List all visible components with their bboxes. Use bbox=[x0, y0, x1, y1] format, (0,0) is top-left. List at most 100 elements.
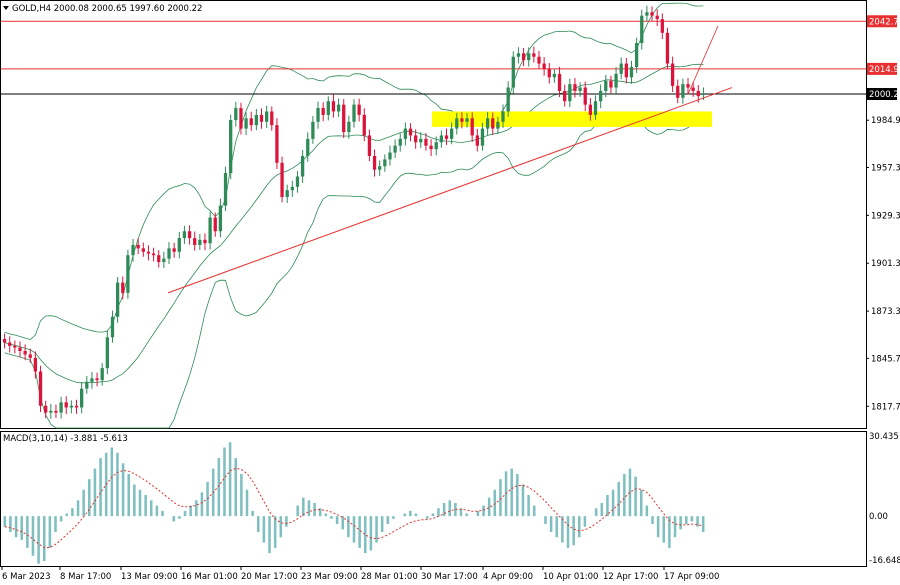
bollinger-bands bbox=[4, 2, 704, 429]
candle-body bbox=[151, 253, 156, 256]
candle-body bbox=[280, 162, 284, 198]
macd-axis: 30.435 0.00 -16.648 bbox=[869, 432, 900, 566]
price-tick-label: 1817.70 bbox=[871, 402, 900, 412]
candle-body bbox=[290, 186, 294, 191]
price-tick-label: 2042.74 bbox=[869, 17, 900, 27]
candle-body bbox=[619, 63, 623, 74]
candle-body bbox=[527, 53, 531, 61]
candle-body bbox=[229, 120, 233, 174]
candle-body bbox=[403, 128, 408, 139]
candle-body bbox=[38, 371, 43, 406]
macd-signal-path bbox=[4, 467, 704, 549]
trendline bbox=[167, 25, 733, 294]
candle-body bbox=[511, 56, 515, 88]
time-axis: 6 Mar 2023 8 Mar 17:00 13 Mar 09:00 16 Mar … bbox=[1, 566, 719, 582]
candle-body bbox=[681, 84, 685, 98]
macd-histogram bbox=[3, 442, 705, 564]
candle-body bbox=[85, 381, 89, 389]
time-tick-label: 16 Mar 01:00 bbox=[181, 572, 238, 582]
candle-body bbox=[33, 357, 38, 372]
candle-body bbox=[162, 258, 166, 263]
candle-body bbox=[578, 87, 582, 91]
trendline-line bbox=[167, 87, 733, 294]
candle-body bbox=[588, 104, 593, 115]
price-tick-label: 1901.30 bbox=[871, 259, 900, 269]
candle-body bbox=[439, 135, 444, 143]
candle-body bbox=[49, 410, 53, 413]
candle-body bbox=[449, 128, 454, 139]
candle-body bbox=[239, 108, 243, 129]
candle-body bbox=[223, 173, 228, 206]
support-zone bbox=[432, 111, 712, 127]
candle-body bbox=[270, 111, 274, 126]
time-tick-label: 8 Mar 17:00 bbox=[60, 572, 111, 582]
candle-body bbox=[321, 108, 325, 115]
level-price-tag bbox=[867, 88, 897, 101]
candle-body bbox=[264, 111, 269, 122]
candle-body bbox=[362, 114, 366, 136]
candle-body bbox=[115, 282, 120, 317]
candle-body bbox=[187, 231, 192, 239]
candle-body bbox=[172, 248, 176, 252]
candle-body bbox=[306, 138, 310, 156]
candle-body bbox=[701, 94, 706, 96]
candle-body bbox=[300, 155, 305, 177]
candle-body bbox=[126, 255, 130, 293]
candle-body bbox=[470, 118, 474, 136]
candle-body bbox=[331, 101, 336, 112]
candle-body bbox=[568, 84, 572, 102]
candle-body bbox=[434, 142, 438, 150]
candle-body bbox=[13, 345, 17, 348]
candle-body bbox=[640, 15, 644, 44]
macd-header: MACD(3,10,14) -3.881 -5.613 bbox=[3, 434, 128, 444]
header-dropdown-icon[interactable] bbox=[3, 6, 9, 10]
time-tick-label: 10 Apr 01:00 bbox=[543, 572, 598, 582]
candle-body bbox=[311, 121, 315, 139]
candle-body bbox=[136, 244, 140, 249]
candle-body bbox=[552, 73, 557, 78]
candle-body bbox=[131, 244, 135, 256]
candle-body bbox=[182, 231, 187, 239]
candle-body bbox=[506, 87, 510, 112]
time-tick-label: 13 Mar 09:00 bbox=[121, 572, 178, 582]
candle-body bbox=[352, 104, 356, 122]
candle-body bbox=[244, 118, 248, 129]
horizontal-levels bbox=[1, 20, 866, 95]
candle-body bbox=[218, 205, 223, 232]
candle-body bbox=[372, 155, 377, 170]
candle-body bbox=[501, 111, 505, 122]
candle-body bbox=[234, 108, 238, 121]
time-tick-label: 30 Mar 17:00 bbox=[421, 572, 478, 582]
candle-body bbox=[208, 217, 212, 244]
candle-body bbox=[100, 368, 104, 381]
candlestick-series bbox=[2, 5, 706, 419]
time-tick-label: 20 Mar 17:00 bbox=[241, 572, 298, 582]
bollinger-upper bbox=[4, 2, 704, 340]
candle-body bbox=[213, 217, 217, 232]
candle-body bbox=[80, 388, 84, 408]
candle-body bbox=[491, 118, 495, 129]
candle-body bbox=[193, 238, 197, 245]
candle-body bbox=[121, 282, 125, 293]
price-tick-label: 1845.70 bbox=[871, 354, 900, 364]
candle-body bbox=[105, 337, 109, 369]
candle-body bbox=[650, 12, 654, 16]
candle-body bbox=[64, 402, 68, 408]
macd-panel-frame bbox=[0, 431, 867, 567]
candle-body bbox=[563, 90, 567, 102]
candle-body bbox=[367, 135, 372, 156]
candle-body bbox=[583, 87, 587, 105]
time-tick-label: 17 Apr 09:00 bbox=[664, 572, 719, 582]
candle-body bbox=[609, 80, 613, 88]
candle-body bbox=[691, 87, 695, 91]
time-tick-label: 4 Apr 09:00 bbox=[483, 572, 533, 582]
candle-body bbox=[419, 138, 423, 143]
candle-body bbox=[393, 145, 397, 153]
candle-body bbox=[696, 90, 700, 97]
candle-body bbox=[532, 53, 536, 57]
price-tick-label: 1957.30 bbox=[871, 163, 900, 173]
time-tick-label: 23 Mar 09:00 bbox=[301, 572, 358, 582]
candle-body bbox=[249, 118, 253, 126]
level-price-tag bbox=[867, 15, 897, 28]
